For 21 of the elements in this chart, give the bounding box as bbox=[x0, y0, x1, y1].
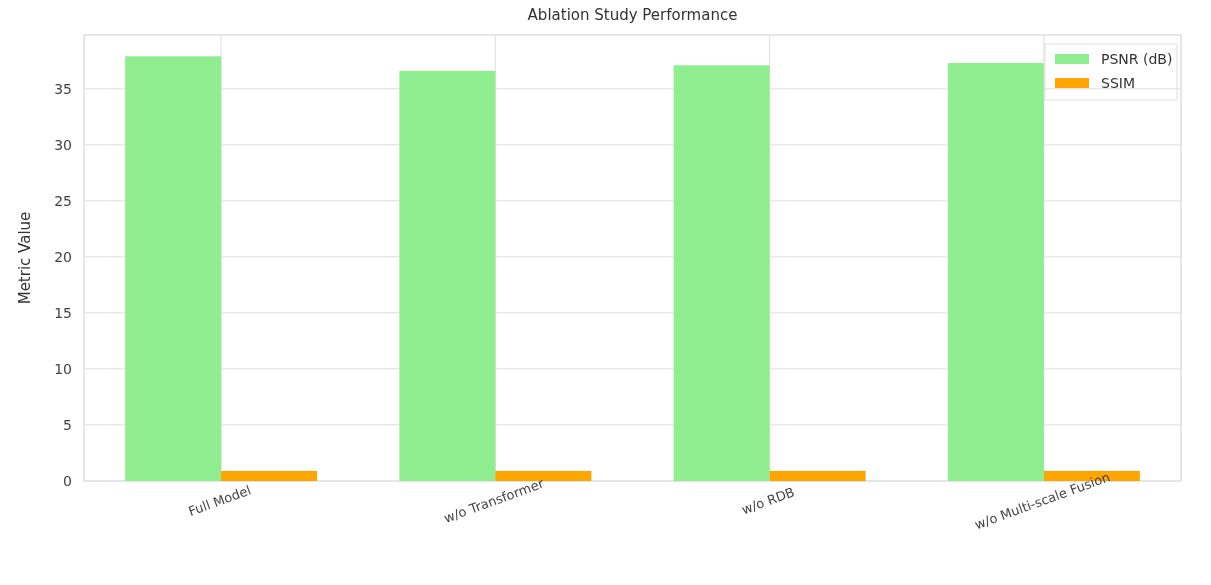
x-tick-label: w/o RDB bbox=[739, 484, 797, 518]
legend-label: SSIM bbox=[1101, 74, 1135, 91]
y-tick-label: 10 bbox=[54, 360, 72, 377]
y-axis-title: Metric Value bbox=[16, 211, 34, 305]
y-tick-label: 20 bbox=[54, 248, 72, 265]
bar bbox=[125, 56, 222, 481]
y-tick-label: 5 bbox=[63, 416, 72, 433]
legend-label: PSNR (dB) bbox=[1101, 50, 1173, 67]
bar bbox=[399, 70, 496, 481]
bar bbox=[769, 470, 866, 481]
y-tick-label: 30 bbox=[54, 136, 72, 153]
x-tick-label: Full Model bbox=[186, 482, 253, 519]
y-tick-label: 0 bbox=[63, 472, 72, 489]
bar bbox=[221, 470, 318, 481]
bar bbox=[495, 470, 592, 481]
y-tick-label: 25 bbox=[54, 192, 72, 209]
chart-title: Ablation Study Performance bbox=[527, 6, 738, 24]
y-tick-label: 15 bbox=[54, 304, 72, 321]
bar bbox=[673, 65, 770, 481]
bar bbox=[947, 63, 1044, 481]
y-tick-label: 35 bbox=[54, 80, 72, 97]
